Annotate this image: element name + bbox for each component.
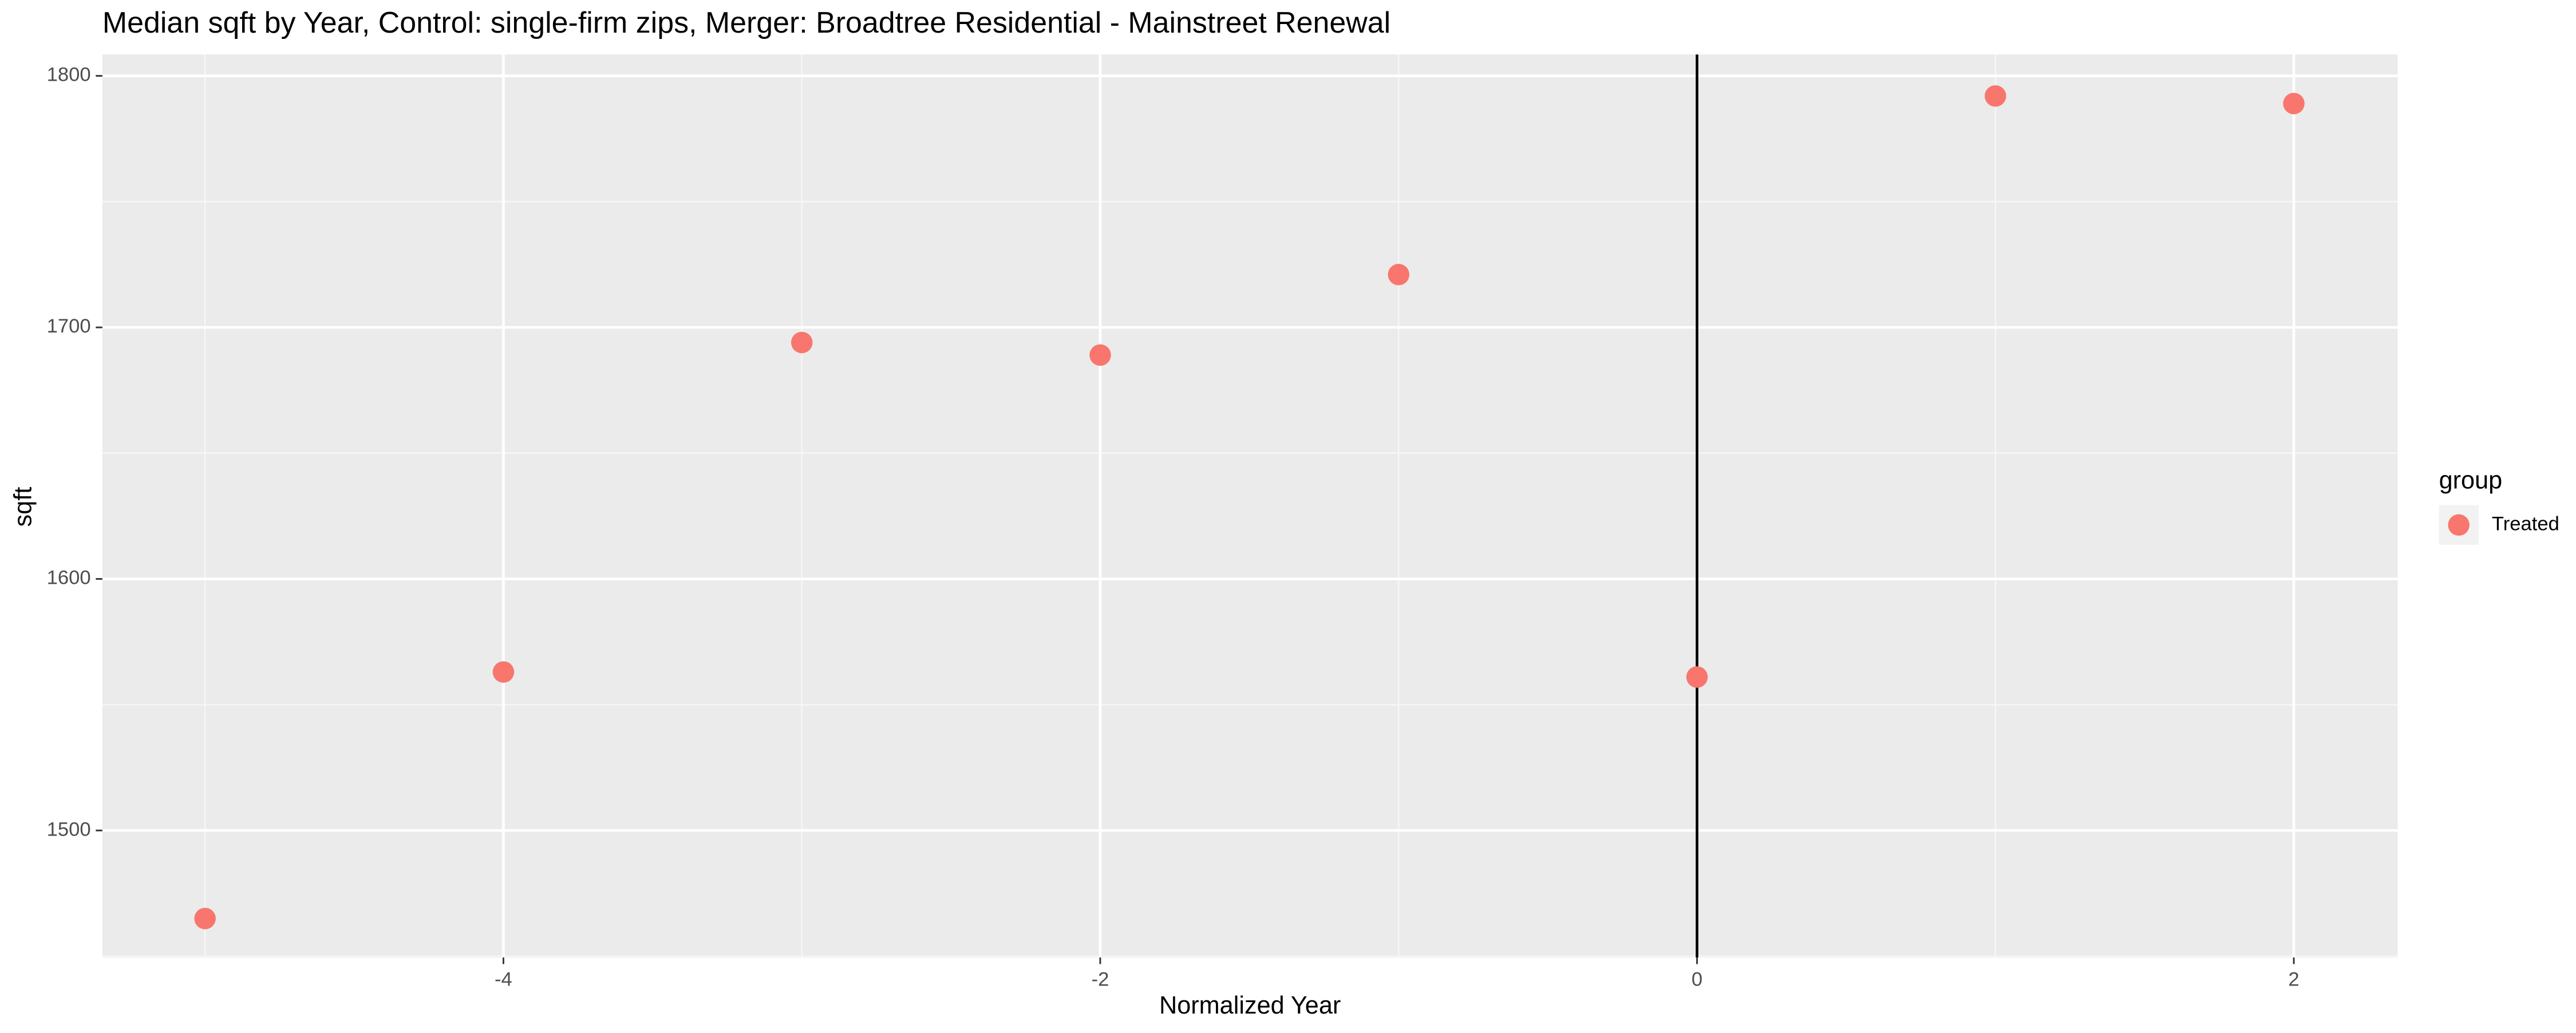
y-tick-label: 1700 bbox=[47, 315, 91, 337]
legend-marker bbox=[2448, 514, 2470, 536]
x-tick-label: -2 bbox=[1092, 969, 1109, 991]
y-axis-label: sqft bbox=[10, 487, 37, 527]
point bbox=[1985, 85, 2006, 107]
point bbox=[194, 908, 216, 929]
x-tick-label: 2 bbox=[2288, 969, 2299, 991]
y-tick-label: 1500 bbox=[47, 818, 91, 840]
point bbox=[791, 331, 813, 354]
x-axis-label: Normalized Year bbox=[1159, 992, 1341, 1019]
panel bbox=[102, 54, 2398, 958]
y-tick-label: 1800 bbox=[47, 64, 91, 86]
y-tick-label: 1600 bbox=[47, 567, 91, 589]
point bbox=[492, 661, 515, 683]
x-tick-label: -4 bbox=[495, 969, 512, 991]
x-tick-label: 0 bbox=[1692, 969, 1702, 991]
point bbox=[2283, 93, 2305, 114]
legend-label: Treated bbox=[2492, 513, 2559, 535]
point bbox=[1686, 666, 1708, 688]
point bbox=[1089, 344, 1111, 366]
chart-title: Median sqft by Year, Control: single-fir… bbox=[102, 6, 1390, 39]
point bbox=[1388, 264, 1409, 286]
legend-title: group bbox=[2439, 467, 2503, 494]
